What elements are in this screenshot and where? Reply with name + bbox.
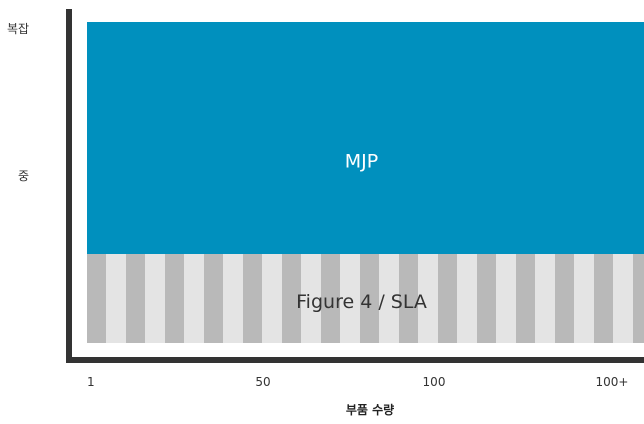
x-axis-title: 부품 수량: [346, 403, 394, 417]
y-tick-label: 중: [18, 169, 29, 183]
y-tick-labels: 중 복잡: [7, 22, 29, 183]
region-mjp: [87, 22, 644, 254]
x-tick-label: 100: [423, 375, 446, 389]
x-tick-label: 1: [87, 375, 95, 389]
x-tick-label: 100+: [596, 375, 629, 389]
x-tick-labels: 1 50 100 100+: [87, 375, 628, 389]
y-tick-label: 복잡: [7, 22, 29, 36]
x-axis-line: [66, 357, 644, 363]
region-label-mjp: MJP: [345, 151, 378, 173]
y-axis-line: [66, 9, 72, 363]
x-tick-label: 50: [255, 375, 270, 389]
region-figure4-sla: [87, 254, 644, 343]
region-label-figure4-sla: Figure 4 / SLA: [296, 291, 427, 313]
